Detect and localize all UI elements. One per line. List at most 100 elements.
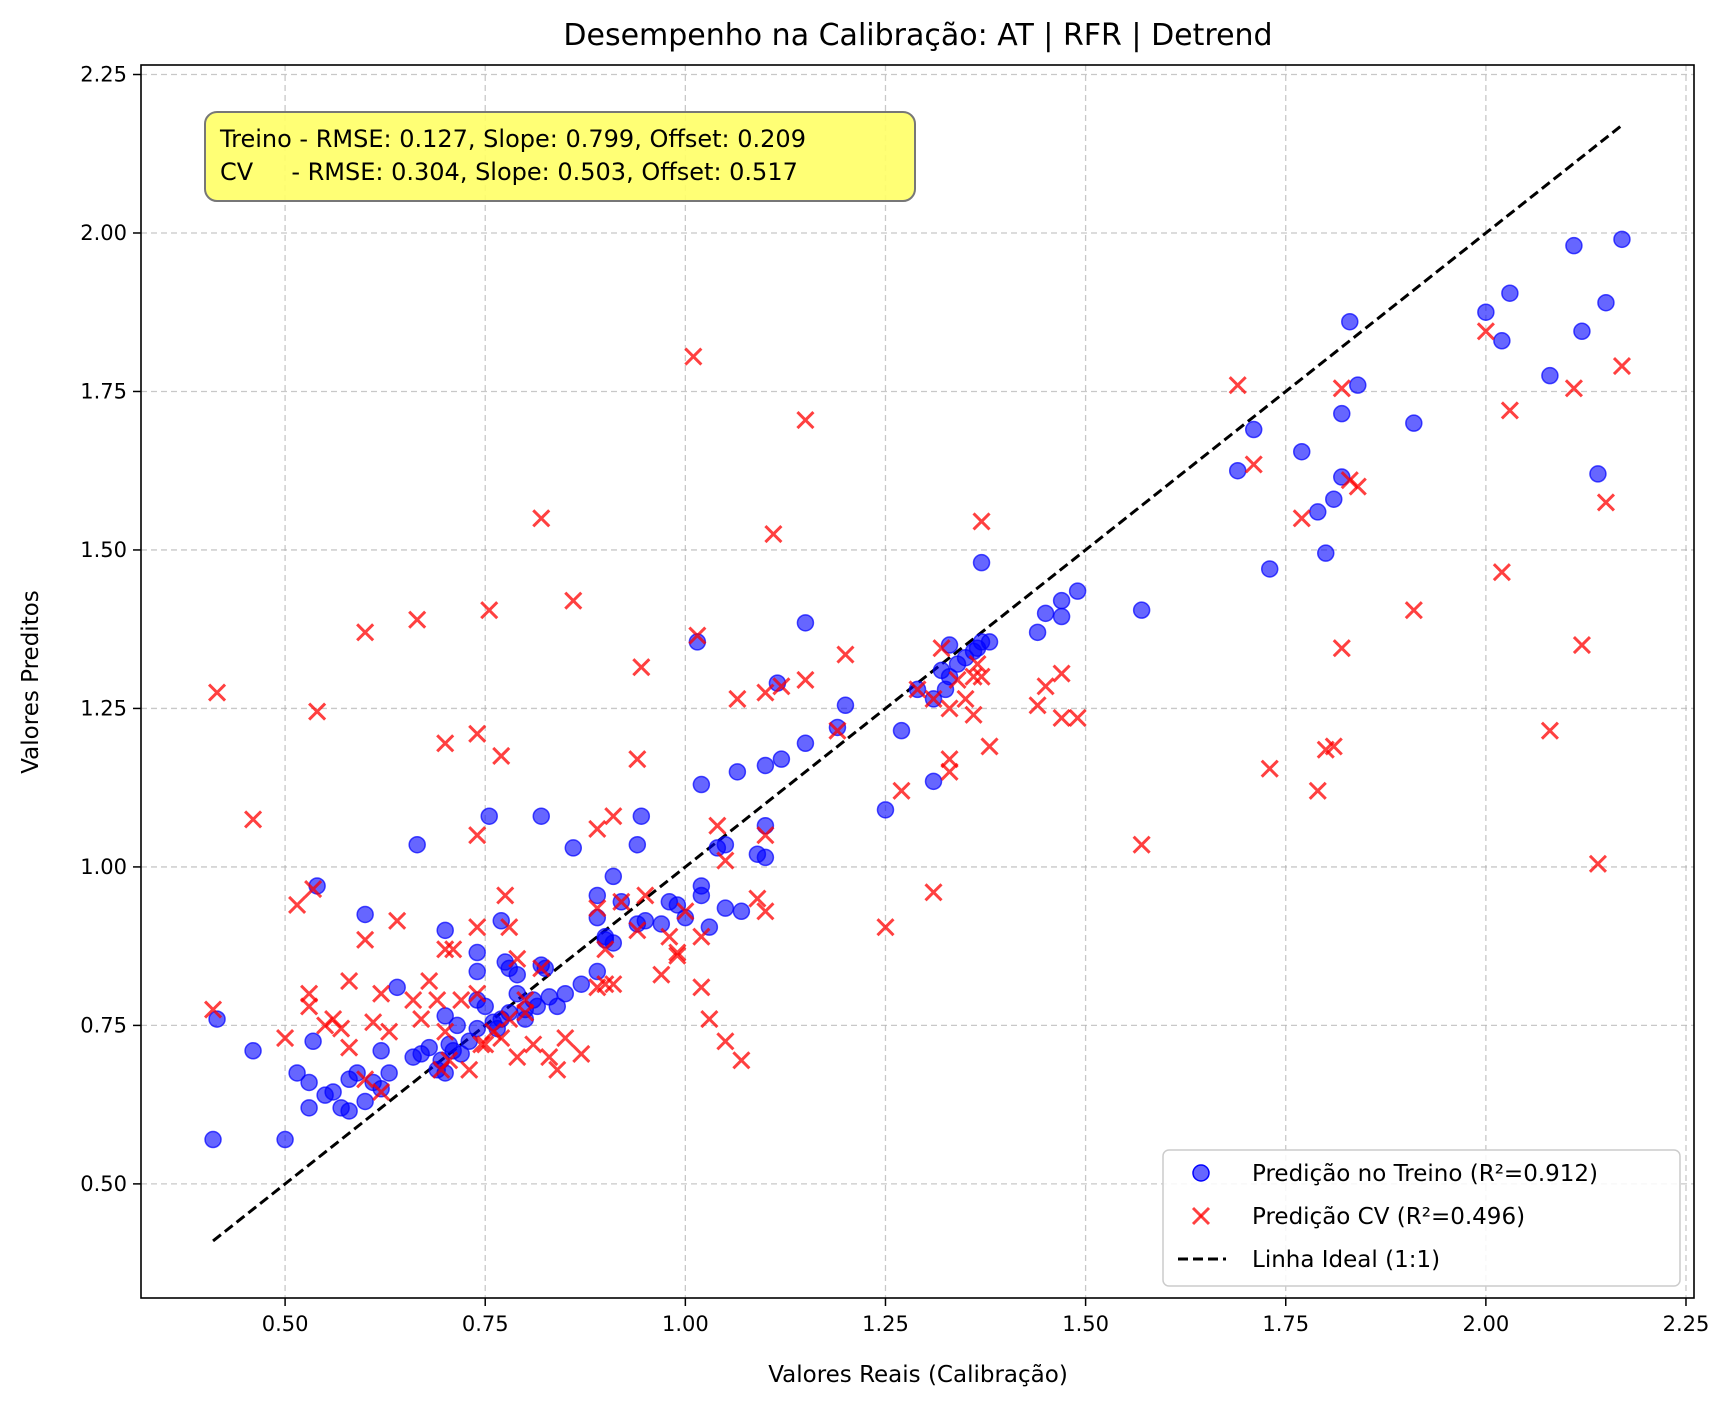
legend-box (1162, 1149, 1681, 1287)
cv-point (1572, 635, 1591, 655)
cv-point (668, 946, 687, 965)
train-point (924, 772, 943, 791)
cv-point (452, 990, 471, 1010)
cv-point (1588, 854, 1608, 873)
train-point (1028, 623, 1047, 642)
train-point (372, 1042, 390, 1060)
train-point (1501, 284, 1519, 302)
cv-point (956, 689, 975, 708)
train-point (692, 775, 711, 794)
cv-point (972, 667, 991, 686)
cv-point (1260, 759, 1279, 778)
train-point (1333, 468, 1351, 486)
x-tick-label: 1.75 (1262, 1312, 1309, 1336)
cv-point (244, 810, 263, 829)
cv-point (764, 525, 783, 544)
train-point (204, 1130, 222, 1149)
train-point (972, 553, 991, 572)
train-point (980, 633, 999, 651)
legend-train-label: Predição no Treino (R²=0.912) (1252, 1161, 1598, 1187)
cv-point (436, 940, 455, 959)
train-point (588, 962, 607, 981)
train-point (380, 1064, 398, 1082)
y-tick-label: 1.50 (80, 538, 127, 562)
cv-point (972, 512, 991, 531)
train-point (1493, 332, 1511, 350)
train-point (528, 997, 547, 1016)
train-point (1036, 604, 1055, 623)
cv-point (1492, 563, 1511, 582)
cv-point (1540, 721, 1559, 740)
train-point (408, 835, 426, 854)
cv-point (436, 734, 455, 753)
cv-point (596, 940, 615, 959)
x-tick-label: 1.50 (1062, 1312, 1109, 1336)
stats-annotation: Treino - RMSE: 0.127, Slope: 0.799, Offs… (204, 111, 916, 202)
cv-point (308, 702, 327, 721)
cv-point (1476, 322, 1495, 341)
cv-point (496, 886, 515, 905)
cv-point (596, 975, 615, 994)
cv-point (836, 645, 855, 664)
cv-point (1132, 835, 1151, 854)
cv-point (508, 949, 527, 968)
x-axis-label: Valores Reais (Calibração) (768, 1362, 1068, 1388)
train-point (632, 807, 651, 825)
cv-point (207, 683, 227, 702)
cv-point (796, 670, 815, 689)
cv-point (940, 699, 959, 718)
cv-point (372, 984, 391, 1003)
cv-point (1292, 509, 1311, 528)
cv-point (692, 978, 711, 997)
cv-point (612, 892, 631, 911)
cv-point (356, 1070, 375, 1089)
train-point (716, 835, 735, 854)
train-point (652, 915, 671, 933)
cv-point (980, 737, 999, 756)
train-point (604, 867, 623, 886)
y-tick-label: 0.50 (80, 1172, 127, 1196)
cv-point (548, 1060, 567, 1079)
cv-point (604, 975, 623, 994)
train-point (208, 1010, 226, 1028)
train-point (1333, 404, 1351, 423)
cv-point (588, 899, 607, 918)
cv-point (304, 880, 323, 899)
cv-point (1596, 493, 1616, 512)
cv-point (796, 410, 815, 430)
stats-annotation-box (204, 111, 916, 202)
cv-point (692, 927, 711, 946)
train-point (340, 1102, 358, 1120)
train-point (1260, 560, 1279, 578)
legend-train-marker (1192, 1164, 1210, 1182)
cv-point (460, 1060, 479, 1079)
train-point (244, 1042, 262, 1060)
cv-point (404, 990, 423, 1010)
cv-point (203, 1000, 223, 1019)
cv-point (480, 601, 499, 620)
train-point (480, 807, 498, 825)
y-tick-label: 0.75 (80, 1013, 127, 1037)
cv-point (444, 940, 463, 959)
train-point (468, 1019, 486, 1038)
train-point (1292, 442, 1311, 461)
cv-point (940, 762, 959, 781)
y-tick-label: 1.25 (80, 696, 127, 720)
train-point (756, 756, 775, 775)
train-point (1068, 582, 1087, 600)
cv-point (876, 918, 895, 937)
cv-point (532, 959, 551, 978)
cv-point (540, 1048, 559, 1067)
cv-point (948, 670, 967, 689)
cv-point (420, 971, 439, 991)
cv-point (1332, 379, 1351, 398)
legend: Predição no Treino (R²=0.912) Predição C… (1162, 1149, 1681, 1287)
train-point (876, 801, 895, 819)
train-point (536, 959, 555, 978)
cv-point (908, 680, 927, 699)
cv-point (468, 918, 487, 937)
train-point (692, 886, 711, 905)
train-point (940, 667, 959, 686)
cv-point (772, 677, 791, 696)
cv-point (932, 639, 951, 658)
